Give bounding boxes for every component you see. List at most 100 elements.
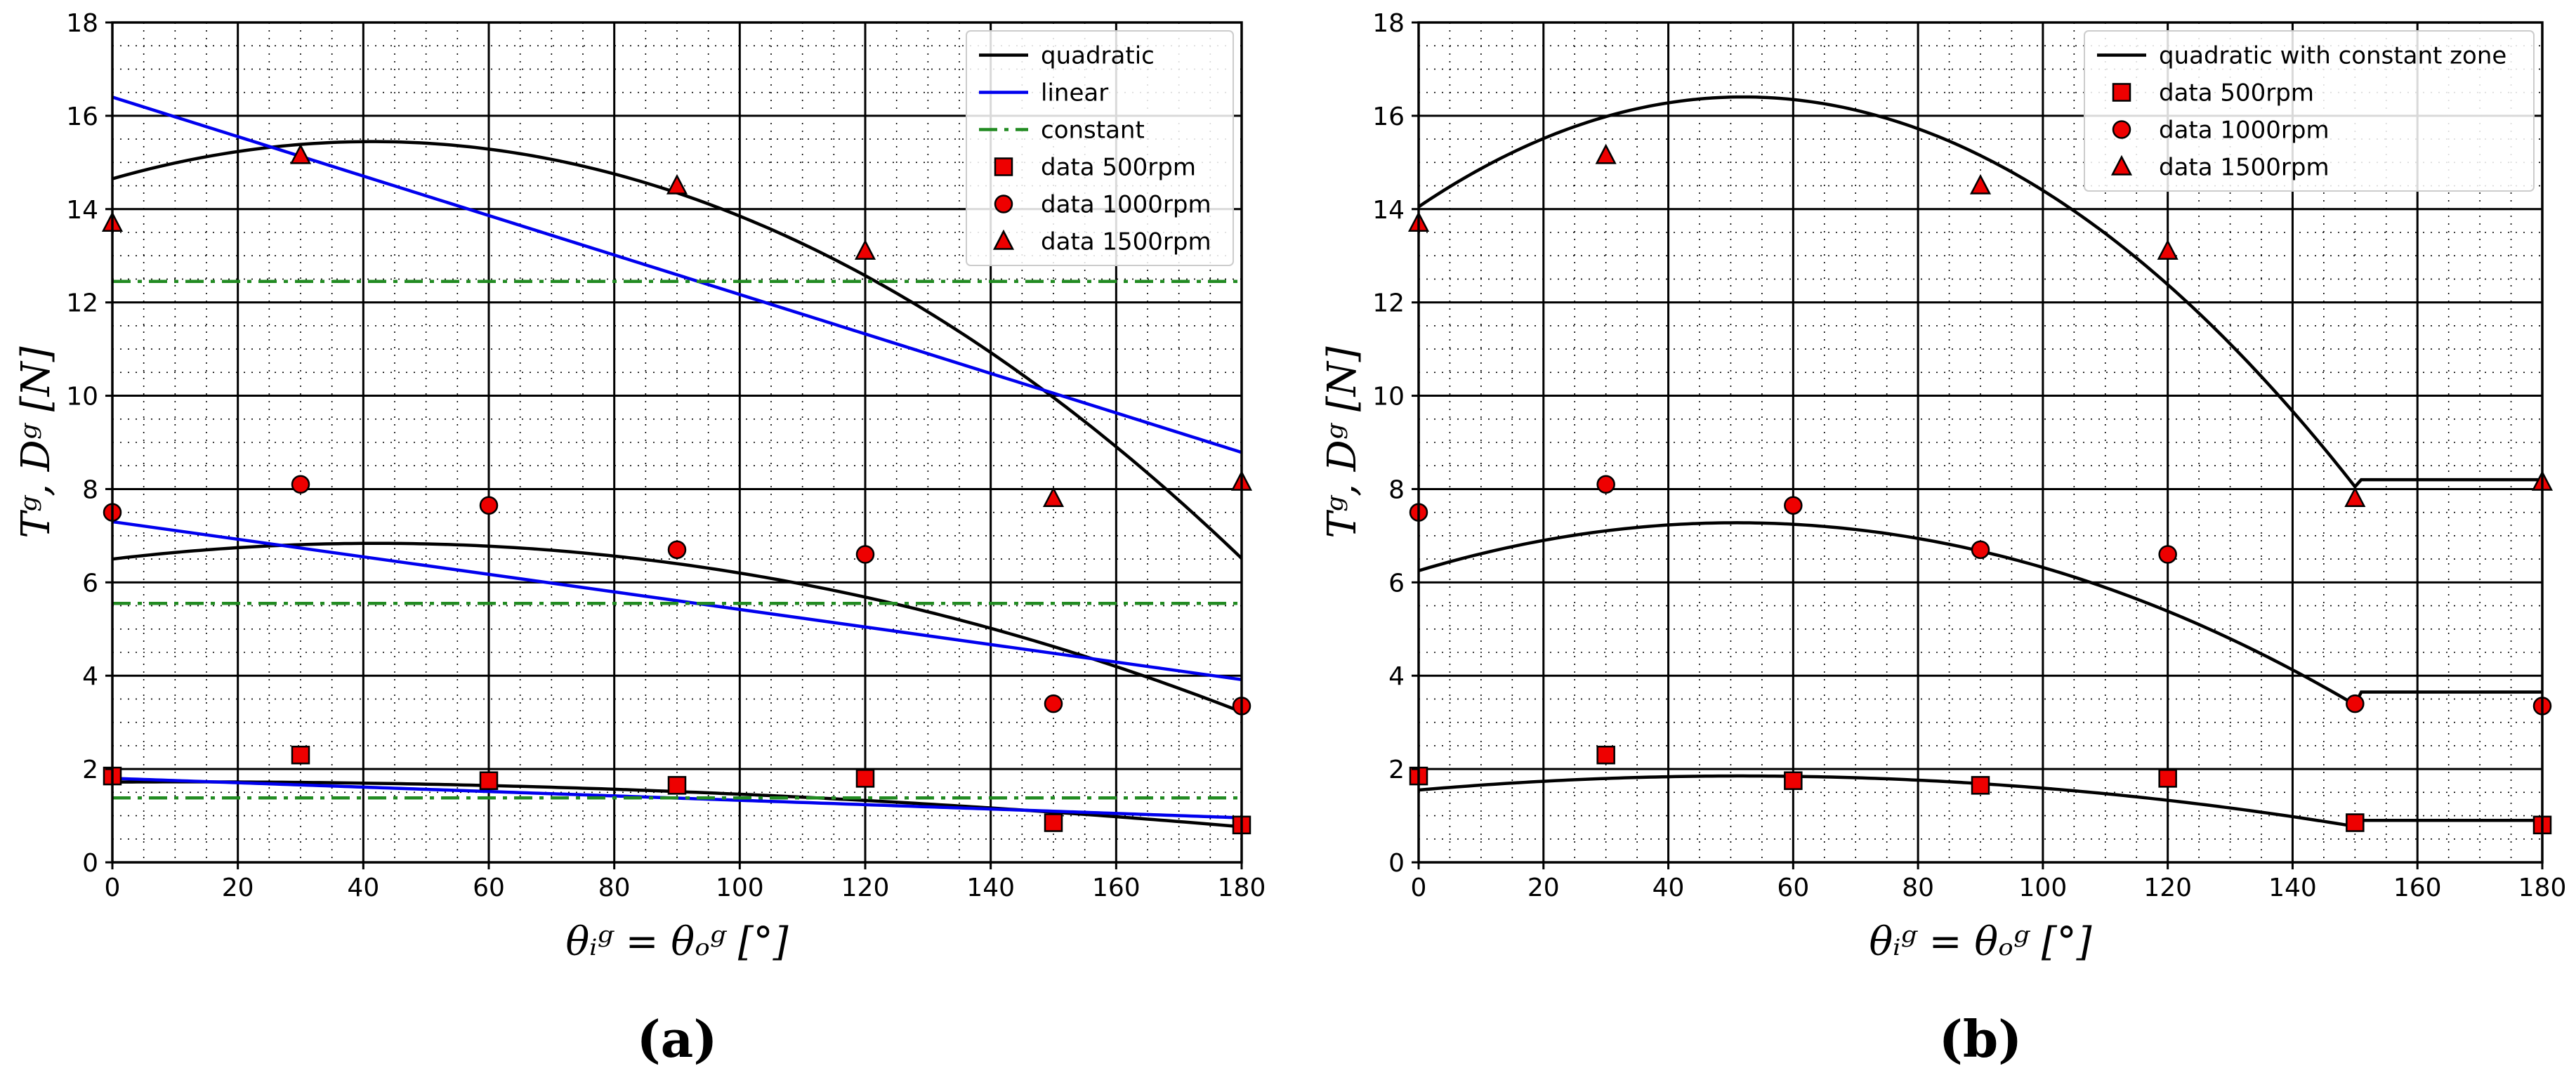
series-line-quadratic-1 <box>112 541 1242 713</box>
data-point-data-1000rpm <box>479 496 499 515</box>
axes-frame <box>111 21 1243 864</box>
panel-label: (a) <box>637 1009 718 1069</box>
y-axis-label: Tᵍ, Dᵍ [N] <box>1320 346 1365 538</box>
y-tick-label: 6 <box>82 569 98 598</box>
legend-entry: constant <box>1041 117 1145 145</box>
data-point-data-1000rpm <box>667 540 687 560</box>
y-tick-label: 12 <box>1372 289 1405 318</box>
data-point-data-1500rpm <box>666 173 688 195</box>
y-tick-label: 18 <box>1372 9 1405 38</box>
data-point-data-500rpm <box>1784 771 1803 790</box>
panel-a: 0 20 40 60 80 100 120 140 160 180 0 2 4 6 8 10 12 14 16 18 θ… <box>13 9 1266 1069</box>
data-point-data-1000rpm <box>1971 540 1990 560</box>
data-point-data-500rpm <box>1596 745 1615 765</box>
legend-swatch <box>2110 154 2133 176</box>
x-tick-label: 40 <box>347 874 379 902</box>
y-tick-label: 2 <box>82 756 98 784</box>
legend-entry: data 1000rpm <box>2159 117 2329 145</box>
data-point-data-1500rpm <box>2157 239 2179 260</box>
data-point-data-1000rpm <box>1596 475 1615 494</box>
legend-box <box>2084 30 2535 192</box>
x-tick-label: 160 <box>1092 874 1141 902</box>
x-axis-label: θᵢᵍ = θₒᵍ [°] <box>1869 919 2091 965</box>
y-tick-label: 10 <box>66 383 98 412</box>
x-tick-label: 20 <box>222 874 254 902</box>
data-point-data-1000rpm <box>1784 496 1803 515</box>
x-tick-label: 180 <box>2518 874 2567 902</box>
legend-entry: quadratic with constant zone <box>2159 42 2506 70</box>
y-tick-label: 14 <box>66 196 98 225</box>
legend-swatch <box>992 229 1015 250</box>
panel-label: (b) <box>1939 1009 2022 1069</box>
x-tick-label: 80 <box>1902 874 1934 902</box>
x-tick-label: 180 <box>1218 874 1266 902</box>
y-tick-label: 0 <box>1388 849 1405 878</box>
x-axis-label: θᵢᵍ = θₒᵍ [°] <box>565 919 788 965</box>
y-tick-label: 12 <box>66 289 98 318</box>
data-point-data-500rpm <box>2158 769 2177 788</box>
y-tick-label: 16 <box>66 103 98 131</box>
legend-swatch <box>994 157 1013 176</box>
data-point-data-500rpm <box>1971 776 1990 795</box>
data-point-data-500rpm <box>291 745 310 765</box>
y-tick-label: 2 <box>1388 756 1405 784</box>
legend: quadratic with constant zone data 500rpm d… <box>2084 30 2535 192</box>
legend-swatch <box>2112 120 2131 139</box>
y-axis-label: Tᵍ, Dᵍ [N] <box>13 346 59 538</box>
axes-frame <box>1417 21 2544 864</box>
legend: quadratic linear constant data 500rpm data 1… <box>966 30 1234 266</box>
x-tick-label: 100 <box>2019 874 2068 902</box>
y-tick-label: 8 <box>82 475 98 504</box>
legend-entry: data 1500rpm <box>1041 228 1211 256</box>
legend-entry: quadratic <box>1041 42 1155 70</box>
y-tick-label: 8 <box>1388 475 1405 504</box>
data-point-data-1500rpm <box>854 239 876 260</box>
x-tick-label: 20 <box>1527 874 1560 902</box>
x-tick-label: 100 <box>716 874 764 902</box>
data-point-data-1000rpm <box>1044 694 1063 713</box>
legend-swatch <box>994 195 1013 213</box>
legend-entry: linear <box>1041 79 1108 107</box>
data-point-data-1000rpm <box>855 545 875 564</box>
data-point-data-1000rpm <box>291 475 310 494</box>
data-point-data-500rpm <box>2346 813 2365 832</box>
plot-area <box>1419 95 2542 829</box>
y-tick-label: 4 <box>82 662 98 691</box>
data-point-data-1500rpm <box>289 143 312 164</box>
x-tick-label: 60 <box>473 874 505 902</box>
x-tick-label: 120 <box>2143 874 2192 902</box>
data-point-data-1500rpm <box>1595 143 1617 164</box>
y-tick-label: 10 <box>1372 383 1405 412</box>
y-tick-label: 16 <box>1372 103 1405 131</box>
data-point-data-500rpm <box>667 776 687 795</box>
data-point-data-1500rpm <box>1969 173 1992 195</box>
legend-entry: data 500rpm <box>2159 79 2314 107</box>
series-line-linear-1 <box>112 520 1242 682</box>
legend-entry: data 1500rpm <box>2159 154 2329 182</box>
y-tick-label: 4 <box>1388 662 1405 691</box>
x-tick-label: 40 <box>1652 874 1685 902</box>
legend-entry: data 1000rpm <box>1041 191 1211 219</box>
legend-entry: data 500rpm <box>1041 154 1196 182</box>
y-tick-label: 6 <box>1388 569 1405 598</box>
data-point-data-1500rpm <box>2344 487 2366 507</box>
x-tick-label: 120 <box>841 874 890 902</box>
data-point-data-500rpm <box>855 769 875 788</box>
y-tick-label: 14 <box>1372 196 1405 225</box>
panel-b: 0 20 40 60 80 100 120 140 160 180 0 2 4 6 8 10 12 14 16 18 θ… <box>1320 9 2566 1069</box>
data-point-data-1000rpm <box>2346 694 2365 713</box>
x-tick-label: 80 <box>598 874 631 902</box>
y-tick-label: 18 <box>66 9 98 38</box>
data-point-data-1000rpm <box>2158 545 2177 564</box>
legend-swatch <box>2112 83 2131 102</box>
x-tick-label: 0 <box>105 874 121 902</box>
data-point-data-500rpm <box>479 771 499 790</box>
data-point-data-1500rpm <box>1042 487 1065 507</box>
y-tick-label: 0 <box>82 849 98 878</box>
legend-box <box>966 30 1234 266</box>
x-tick-label: 140 <box>2268 874 2317 902</box>
data-point-data-500rpm <box>1044 813 1063 832</box>
x-tick-label: 60 <box>1777 874 1809 902</box>
x-tick-label: 0 <box>1411 874 1427 902</box>
